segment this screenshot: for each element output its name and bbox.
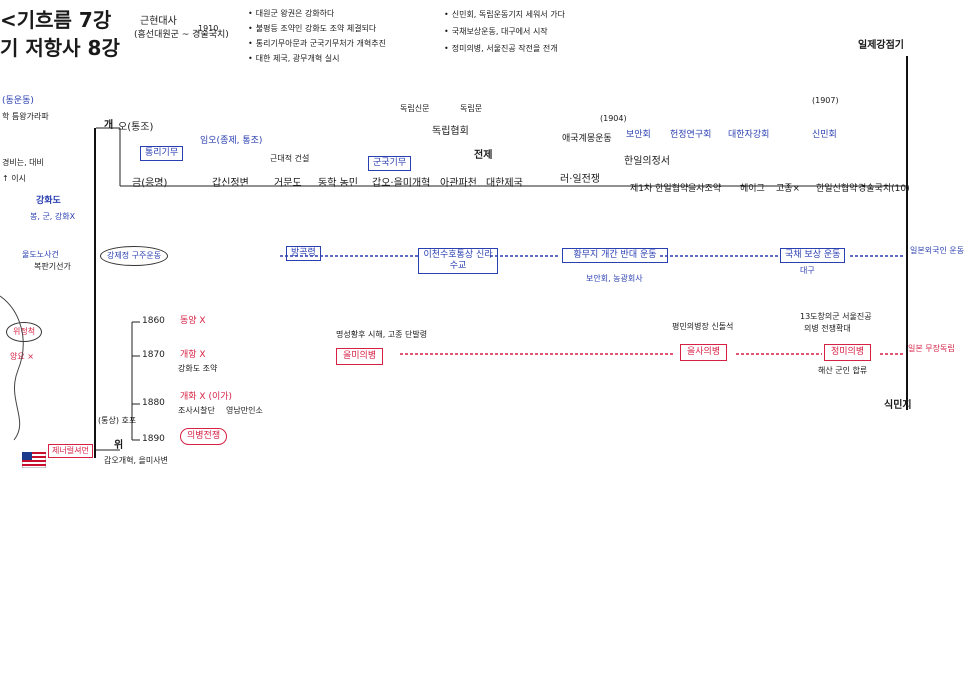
decade-year: 1890	[142, 434, 165, 444]
decade-year: 1880	[142, 398, 165, 408]
open-label: 오(통조)	[118, 122, 154, 133]
jeongmi-sub: 의병 전쟁확대	[804, 324, 851, 333]
bracket-bottom: 위	[114, 440, 124, 451]
year-1904: (1904)	[600, 114, 627, 123]
colony-label: 식민지	[884, 400, 912, 411]
hague-label: 헤이그	[740, 184, 765, 194]
gunguk-box: 군국기무	[368, 156, 412, 171]
tongri-box: 통리기무	[140, 146, 184, 161]
jeongmi-army-box: 정미의병	[824, 344, 872, 361]
decade-label-circled: 의병전쟁	[180, 428, 228, 445]
wijeong-bubble: 위정척	[6, 322, 43, 342]
note: 정미의병, 서울진공 작전을 전개	[444, 40, 565, 57]
gyeongsul-label: 경술국치(10)	[858, 184, 910, 194]
right-blue-note: 일본외국인 운동	[910, 246, 965, 255]
first-agreement: 제1차 한일협약	[630, 184, 689, 194]
agwan-label: 아관파천	[440, 178, 477, 189]
lecture-title-1: <기흐름 7강	[0, 8, 112, 32]
geum-label: 금(응명)	[132, 178, 168, 189]
period-label: 근현대사	[140, 16, 177, 27]
aeguk-label: 애국계몽운동	[562, 134, 612, 144]
decade-label: 동양 X	[180, 316, 206, 326]
ibul-label: 일본 무장독립	[908, 344, 955, 353]
decade-note: 갑오개혁, 을미사변	[104, 456, 168, 465]
jeongmi-label: 한일신협약	[816, 184, 858, 194]
daegu-label: 대구	[800, 266, 815, 275]
donghak-label: 동학 농민	[318, 178, 358, 189]
dokrip-sub: 독립신문	[400, 104, 430, 113]
dokripmun: 독립문	[460, 104, 483, 113]
japan-occupation-label: 일제강점기	[858, 40, 904, 51]
hanil-label: 한일의정서	[624, 156, 670, 167]
daehan-label: 대한제국	[486, 178, 523, 189]
period-range: (흥선대원군 ~ 경술국치)	[134, 30, 229, 40]
decade-note: 강화도 조약	[178, 364, 218, 373]
geomun-label: 거문도	[274, 178, 302, 189]
us-flag-icon	[22, 452, 46, 468]
imo-label: 임오(종제, 통조)	[200, 136, 263, 146]
jeonjeong: 전제	[474, 150, 493, 161]
gojong-label: 고종×	[776, 184, 801, 194]
note: 대원군 왕권은 강화하다	[248, 6, 386, 21]
russo-japan-label: 러·일전쟁	[560, 174, 600, 185]
left-item: ↑ 이시	[2, 174, 26, 183]
eulsa-note: 평민의병장 신돌석	[672, 322, 734, 331]
ganghwa-sub: 봉, 군, 강화X	[30, 212, 76, 221]
year-1910: 1910	[198, 24, 219, 33]
bracket-top: 개	[104, 120, 114, 131]
general-sherman-label: 제너럴셔먼	[48, 444, 93, 458]
tongri-sub: 근대적 건설	[270, 154, 310, 163]
left-item: 울도노사건	[22, 250, 59, 259]
year-1907: (1907)	[812, 96, 839, 105]
decade-year: 1870	[142, 350, 165, 360]
note: 신민회, 독립운동기지 세워서 가다	[444, 6, 565, 23]
note: 통리기무아문과 군국기무처가 개혁추진	[248, 36, 386, 51]
decade-year: 1860	[142, 316, 165, 326]
bohancheong: 보안회, 농광회사	[586, 274, 643, 283]
header-notes-2: 신민회, 독립운동기지 세워서 가다 국채보상운동, 대구에서 시작 정미의병,…	[444, 6, 565, 57]
hyeonjeong: 헌정연구회	[670, 130, 712, 140]
ganghwa-label: 강화도	[36, 196, 61, 206]
gabo-label: 갑오·을미개혁	[372, 178, 431, 189]
boanhoe: 보안회	[626, 130, 651, 140]
sinminhoe: 신민회	[812, 130, 837, 140]
kapsin-label: 갑신정변	[212, 178, 249, 189]
tongsang-label: (통상) 호포	[98, 416, 137, 425]
jeongmi-sub2: 해산 군인 합류	[818, 366, 868, 375]
left-item: 경비는, 대비	[2, 158, 44, 167]
right-divider	[906, 56, 908, 410]
decade-label: 개화 X (이가)	[180, 392, 233, 402]
eulsa-label: 을사조약	[688, 184, 722, 194]
eulmi-army-box: 을미의병	[336, 348, 384, 365]
left-line2: 학 틈왕가라파	[2, 112, 49, 121]
left-item: 복판기선가	[34, 262, 71, 271]
note: 불평등 조약인 강화도 조약 체결되다	[248, 21, 386, 36]
movement-label: (동운동)	[2, 96, 34, 106]
eulmi-note: 명성황후 시해, 고종 단발령	[336, 330, 428, 339]
jaganghoe: 대한자강회	[728, 130, 770, 140]
left-bracket	[94, 128, 96, 458]
banmin-box: 방곡령	[286, 246, 321, 261]
gangje-bubble: 강제정 구주운동	[100, 246, 169, 266]
dokrip-label: 독립협회	[432, 126, 469, 137]
note: 국채보상운동, 대구에서 시작	[444, 23, 565, 40]
header-notes-1: 대원군 왕권은 강화하다 불평등 조약인 강화도 조약 체결되다 통리기무아문과…	[248, 6, 386, 66]
hwangmu-box: 황무지 개간 반대 운동	[562, 248, 668, 263]
yihwasu-box: 이천수호통상 신라수교	[418, 248, 498, 274]
lecture-title-2: 기 저항사 8강	[0, 36, 120, 60]
decade-label: 개항 X	[180, 350, 206, 360]
decade-note: 조사시찰단	[178, 406, 215, 415]
note: 대한 제국, 광무개혁 실시	[248, 51, 386, 66]
eulsa-army-box: 을사의병	[680, 344, 728, 361]
jeongmi-note: 13도창의군 서울진공	[800, 312, 872, 321]
gukchae-box: 국채 보상 운동	[780, 248, 846, 263]
decade-note: 영남만인소	[226, 406, 263, 415]
